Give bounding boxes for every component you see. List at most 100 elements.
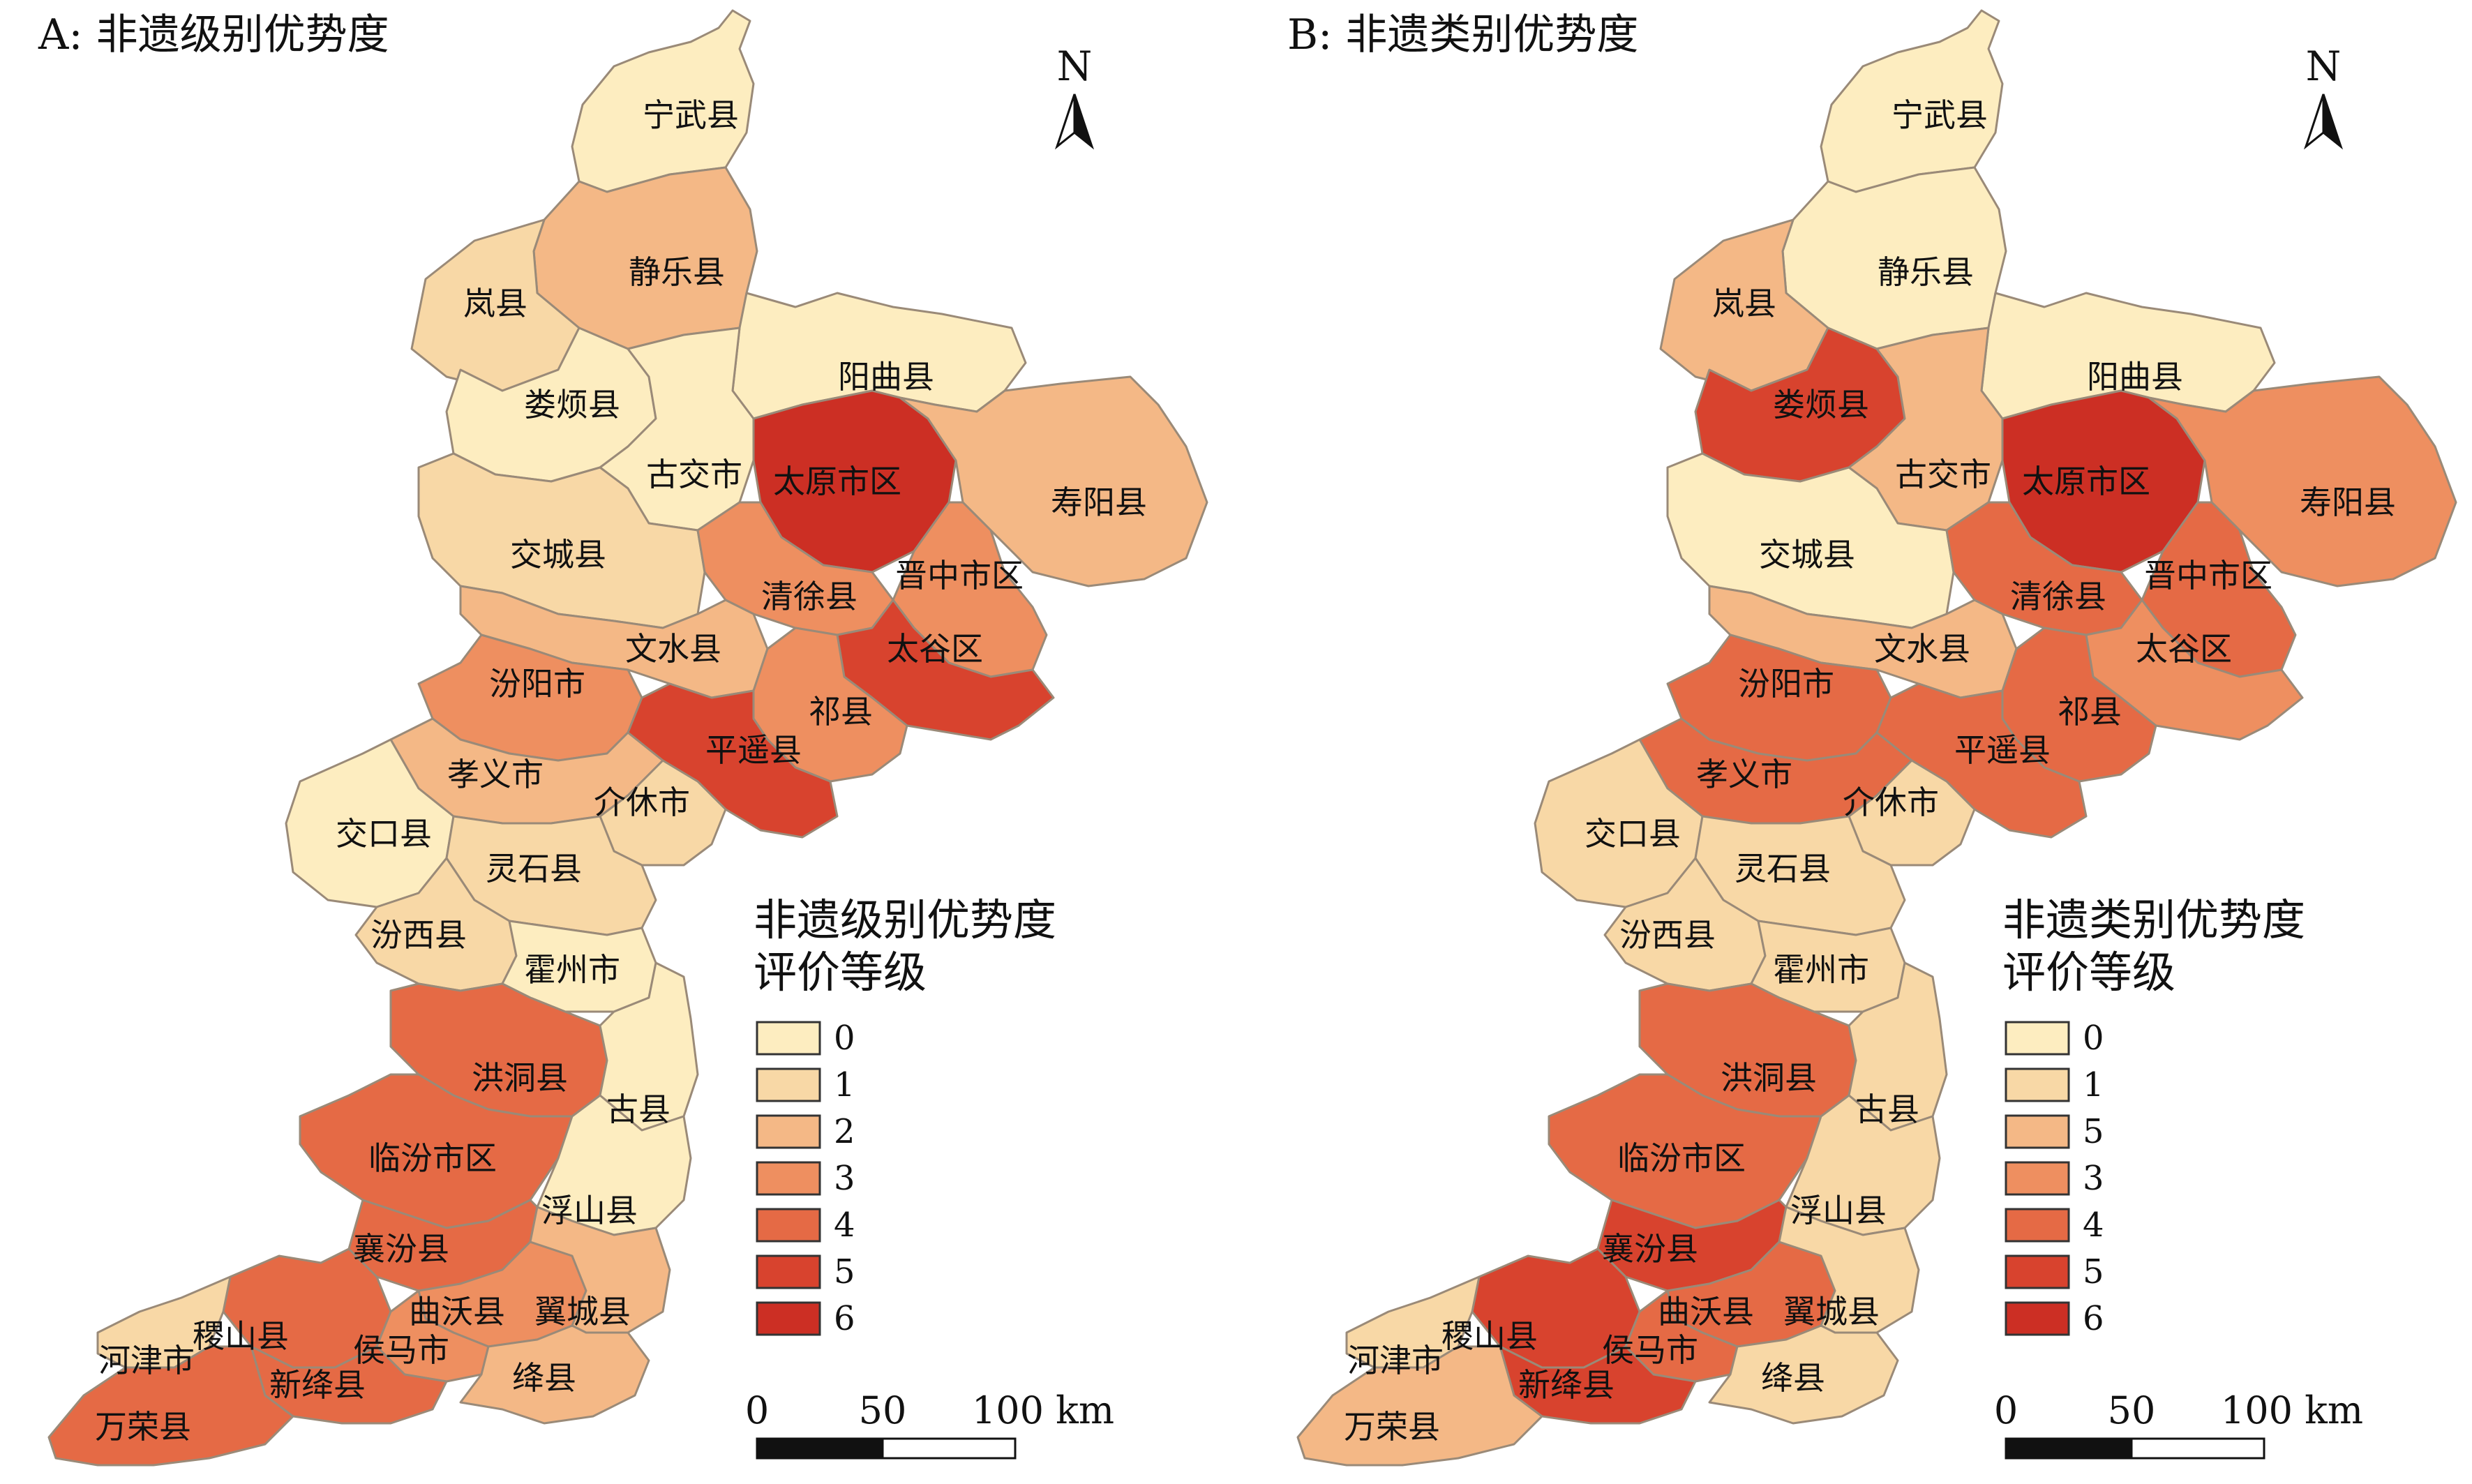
county-region-8[interactable]: [1666, 452, 1955, 629]
county-label: 洪洞县: [472, 1059, 568, 1097]
county-region-34[interactable]: [1296, 1345, 1543, 1467]
legend-label: 6: [2083, 1299, 2104, 1338]
panel-title: B: 非遗类别优势度: [1287, 10, 1638, 59]
legend-label: 4: [2083, 1206, 2104, 1245]
legend-label: 2: [834, 1112, 855, 1151]
scale-segment-dark: [2005, 1437, 2133, 1460]
county-region-8[interactable]: [417, 452, 706, 629]
county-label: 翼城县: [534, 1293, 631, 1331]
county-label: 汾阳市: [1738, 665, 1834, 703]
county-label: 晋中市区: [2144, 557, 2272, 594]
county-region-10[interactable]: [696, 501, 894, 636]
panel-title: A: 非遗级别优势度: [38, 10, 389, 59]
county-label: 稷山县: [193, 1317, 289, 1355]
county-region-30[interactable]: [1345, 1275, 1481, 1369]
county-label: 侯马市: [1602, 1331, 1698, 1369]
county-label: 霍州市: [524, 951, 620, 989]
county-region-10[interactable]: [1945, 501, 2143, 636]
county-region-7[interactable]: [899, 375, 1208, 587]
scale-segment-light: [881, 1437, 1017, 1460]
legend-label: 0: [834, 1019, 855, 1058]
county-label: 太谷区: [887, 630, 983, 668]
legend-swatch: [756, 1021, 821, 1056]
legend-swatch: [756, 1301, 821, 1336]
county-label: 清徐县: [2010, 578, 2106, 615]
county-label: 太原市区: [773, 463, 901, 500]
north-arrow: N: [1054, 43, 1095, 150]
county-label: 曲沃县: [409, 1293, 505, 1331]
county-label: 宁武县: [1892, 96, 1988, 134]
county-label: 襄汾县: [353, 1230, 449, 1268]
county-label: 太原市区: [2022, 463, 2150, 500]
county-region-7[interactable]: [2148, 375, 2457, 587]
county-label: 稷山县: [1441, 1317, 1538, 1355]
county-label: 河津市: [1347, 1342, 1444, 1379]
scale-tick-label: 50: [859, 1388, 907, 1432]
north-arrow-icon: [1073, 93, 1095, 150]
legend-label: 1: [2083, 1065, 2104, 1104]
county-region-23[interactable]: [599, 961, 699, 1132]
legend-label: 6: [834, 1299, 855, 1338]
county-region-34[interactable]: [47, 1345, 294, 1467]
scale-bar: 0 50 100 km: [745, 1388, 1114, 1460]
county-label: 灵石县: [1735, 850, 1831, 887]
county-label: 汾西县: [370, 916, 467, 954]
county-label: 文水县: [1874, 630, 1970, 668]
legend-swatch: [2005, 1254, 2070, 1289]
legend-swatch: [756, 1208, 821, 1243]
county-layer: [1296, 9, 2457, 1467]
county-label: 霍州市: [1773, 951, 1869, 989]
county-region-25[interactable]: [536, 1094, 692, 1236]
scale-tick-label: 0: [1994, 1388, 2018, 1432]
county-region-30[interactable]: [96, 1275, 232, 1369]
county-label: 万荣县: [1344, 1408, 1440, 1446]
county-label: 汾阳市: [489, 665, 585, 703]
legend-swatch: [2005, 1208, 2070, 1243]
county-label: 岚县: [463, 285, 527, 322]
legend-label: 5: [834, 1252, 855, 1291]
county-label: 古县: [1855, 1090, 1919, 1128]
county-label: 介休市: [594, 784, 690, 821]
county-label: 娄烦县: [524, 386, 620, 424]
county-region-25[interactable]: [1785, 1094, 1941, 1236]
legend-swatch: [2005, 1067, 2070, 1102]
north-arrow: N: [2303, 43, 2344, 150]
county-label: 灵石县: [486, 850, 582, 887]
county-label: 祁县: [2058, 693, 2122, 730]
county-label: 交口县: [336, 815, 432, 853]
county-label: 侯马市: [353, 1331, 449, 1369]
legend-swatch: [2005, 1161, 2070, 1196]
county-region-33[interactable]: [459, 1324, 650, 1425]
county-label: 阳曲县: [838, 358, 934, 396]
legend-swatch: [2005, 1114, 2070, 1149]
legend-label: 0: [2083, 1019, 2104, 1058]
county-label: 浮山县: [541, 1192, 638, 1229]
legend-swatch: [756, 1067, 821, 1102]
county-label: 阳曲县: [2087, 358, 2183, 396]
county-region-33[interactable]: [1708, 1324, 1899, 1425]
scale-tick-label: 50: [2108, 1388, 2156, 1432]
county-label: 新绛县: [1518, 1366, 1615, 1404]
county-label: 洪洞县: [1721, 1059, 1817, 1097]
legend-label: 5: [2083, 1112, 2104, 1151]
legend-label: 1: [834, 1065, 855, 1104]
county-label: 浮山县: [1790, 1192, 1887, 1229]
county-label: 平遥县: [1954, 731, 2051, 769]
county-label: 交城县: [510, 536, 606, 574]
county-region-23[interactable]: [1848, 961, 1948, 1132]
scale-bar: 0 50 100 km: [1994, 1388, 2363, 1460]
scale-tick-label: 100 km: [2221, 1388, 2363, 1432]
legend-swatch: [2005, 1021, 2070, 1056]
legend-title: 非遗级别优势度: [754, 894, 1056, 945]
county-label: 静乐县: [1878, 253, 1974, 291]
county-label: 娄烦县: [1773, 386, 1869, 424]
legend-label: 5: [2083, 1252, 2104, 1291]
county-label: 寿阳县: [2300, 484, 2396, 521]
county-label: 孝义市: [447, 756, 544, 793]
